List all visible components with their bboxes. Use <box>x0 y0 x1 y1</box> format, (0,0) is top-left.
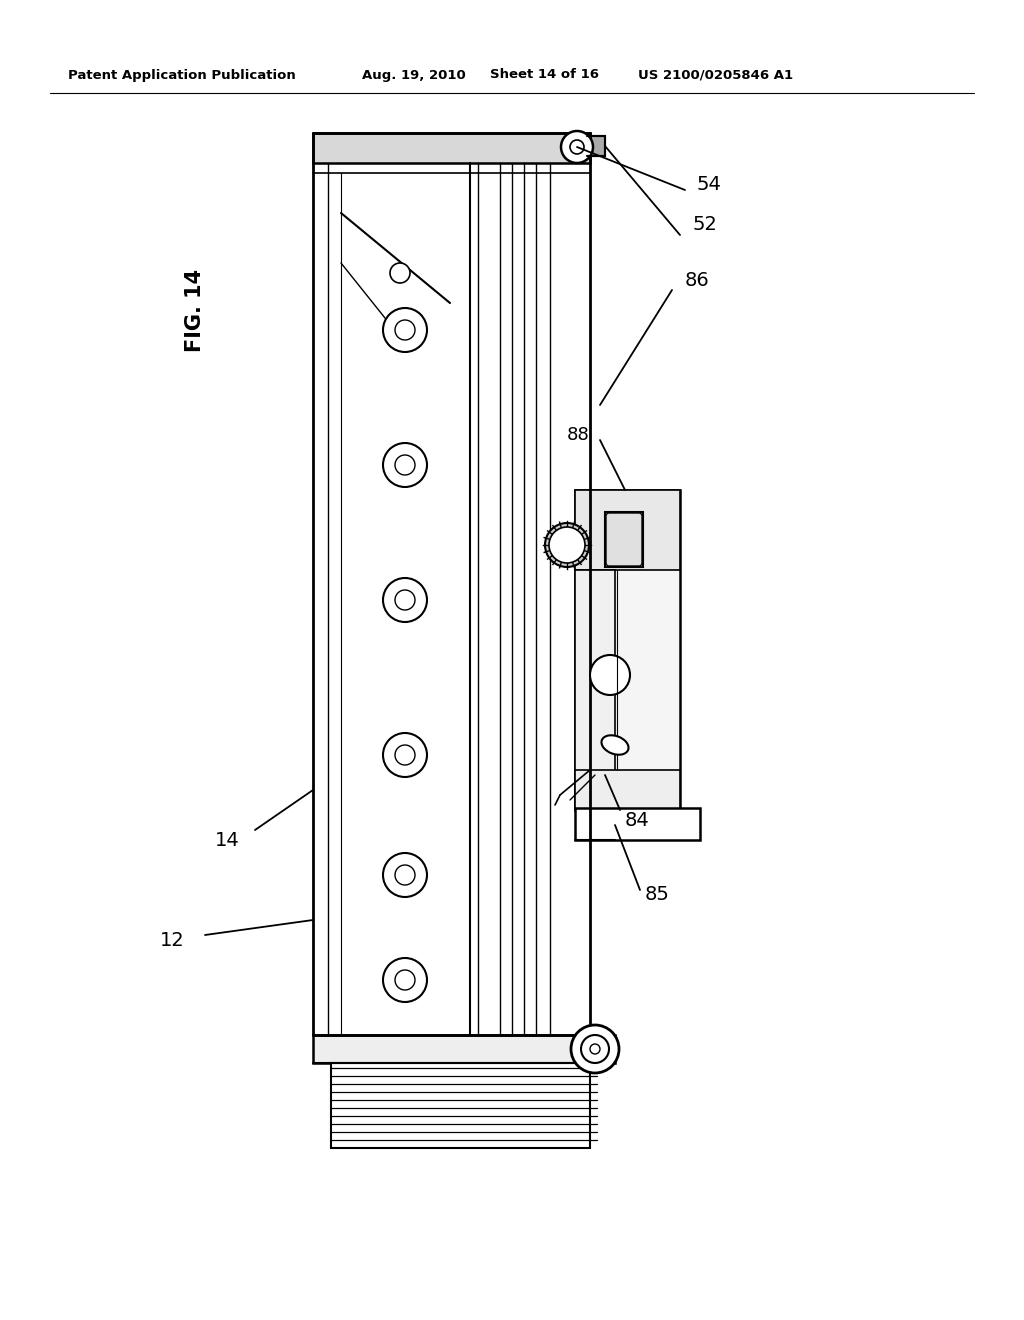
Bar <box>605 512 643 568</box>
Text: 14: 14 <box>215 830 240 850</box>
Bar <box>331 1063 590 1148</box>
Text: US 2100/0205846 A1: US 2100/0205846 A1 <box>638 69 794 82</box>
Text: Aug. 19, 2010: Aug. 19, 2010 <box>362 69 466 82</box>
Bar <box>555 535 567 554</box>
Circle shape <box>571 1026 618 1073</box>
Circle shape <box>395 970 415 990</box>
Circle shape <box>549 527 585 564</box>
Bar <box>575 808 700 840</box>
FancyBboxPatch shape <box>606 513 642 566</box>
Text: 85: 85 <box>645 886 670 904</box>
Circle shape <box>395 744 415 766</box>
Text: 12: 12 <box>160 931 185 949</box>
Circle shape <box>383 958 427 1002</box>
Bar <box>587 136 605 156</box>
Text: 52: 52 <box>692 215 717 235</box>
Circle shape <box>561 131 593 162</box>
Circle shape <box>383 308 427 352</box>
Circle shape <box>570 140 584 154</box>
Text: FIG. 14: FIG. 14 <box>185 268 205 351</box>
Circle shape <box>390 263 410 282</box>
Bar <box>575 570 615 810</box>
Text: 54: 54 <box>697 176 722 194</box>
Bar <box>575 490 680 570</box>
Text: Sheet 14 of 16: Sheet 14 of 16 <box>490 69 599 82</box>
Bar <box>575 490 680 810</box>
Ellipse shape <box>601 735 629 755</box>
Circle shape <box>383 444 427 487</box>
Circle shape <box>581 1035 609 1063</box>
Circle shape <box>545 523 589 568</box>
Circle shape <box>590 1044 600 1053</box>
Bar <box>575 770 680 810</box>
Circle shape <box>590 655 630 696</box>
Circle shape <box>395 455 415 475</box>
Bar <box>313 133 590 162</box>
Text: 84: 84 <box>625 810 650 829</box>
Text: 86: 86 <box>685 271 710 289</box>
Text: 88: 88 <box>567 426 590 444</box>
Circle shape <box>395 590 415 610</box>
Bar <box>313 1035 615 1063</box>
Text: Patent Application Publication: Patent Application Publication <box>68 69 296 82</box>
Circle shape <box>383 733 427 777</box>
Circle shape <box>383 853 427 898</box>
Circle shape <box>395 865 415 884</box>
Circle shape <box>383 578 427 622</box>
Circle shape <box>395 319 415 341</box>
